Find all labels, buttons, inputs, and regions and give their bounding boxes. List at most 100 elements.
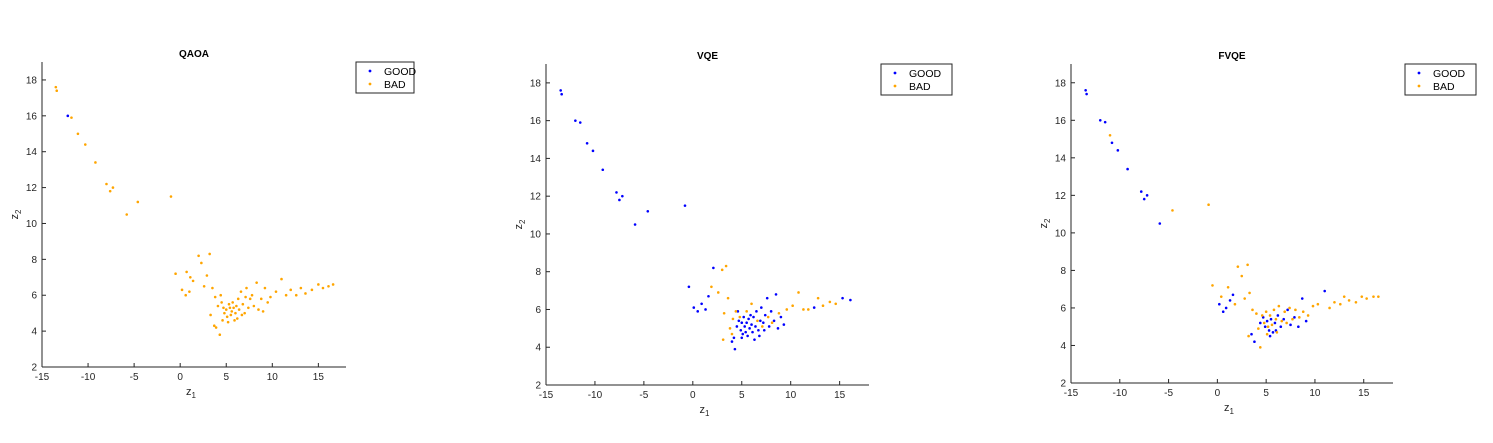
data-point-good	[704, 308, 707, 311]
data-point-bad	[1207, 203, 1210, 207]
data-point-bad	[1246, 263, 1249, 267]
data-point-bad	[770, 321, 774, 324]
legend-marker-good	[368, 69, 372, 73]
data-point-bad	[1306, 314, 1310, 317]
data-point-bad	[239, 290, 243, 293]
y-tick-label: 16	[1055, 116, 1067, 127]
data-point-bad	[280, 277, 283, 281]
data-point-good	[1263, 325, 1267, 329]
series-bad	[54, 85, 335, 337]
data-point-good	[687, 285, 691, 289]
data-point-bad	[174, 272, 177, 276]
data-point-good	[1279, 325, 1283, 329]
data-point-bad	[1354, 301, 1358, 304]
data-point-bad	[299, 286, 303, 290]
data-point-good	[621, 194, 624, 198]
x-tick-label: -15	[539, 390, 554, 401]
data-point-bad	[1291, 317, 1294, 321]
legend-marker-good	[1417, 71, 1421, 75]
data-point-bad	[1283, 310, 1286, 313]
data-point-bad	[189, 275, 192, 279]
y-tick-label: 12	[530, 192, 542, 203]
data-point-bad	[816, 296, 820, 300]
x-axis-label: z1	[186, 386, 197, 400]
data-point-good	[749, 313, 752, 317]
data-point-bad	[209, 313, 212, 317]
data-point-good	[1265, 319, 1269, 323]
y-tick-label: 2	[535, 381, 541, 392]
data-point-bad	[244, 295, 247, 299]
data-point-good	[748, 327, 751, 330]
y-tick-label: 4	[535, 343, 541, 354]
legend-label-bad: BAD	[1433, 81, 1455, 93]
data-point-bad	[726, 296, 730, 300]
data-point-good	[757, 328, 760, 332]
y-tick-label: 10	[1055, 228, 1067, 239]
data-point-good	[1085, 92, 1088, 96]
data-point-good	[1300, 297, 1304, 300]
data-point-good	[735, 325, 739, 328]
data-point-good	[759, 319, 762, 323]
data-point-good	[1110, 141, 1114, 145]
data-point-bad	[200, 261, 203, 265]
data-point-bad	[232, 306, 235, 310]
data-point-good	[1253, 340, 1256, 344]
y-axis-label: z2	[9, 209, 23, 220]
data-point-bad	[237, 308, 241, 311]
x-tick-label: 0	[177, 372, 183, 383]
data-point-good	[1103, 120, 1107, 124]
data-point-good	[1293, 316, 1296, 319]
data-point-good	[763, 313, 767, 317]
data-point-bad	[169, 195, 173, 198]
data-point-bad	[834, 302, 838, 306]
data-point-bad	[55, 89, 59, 93]
data-point-bad	[1298, 316, 1301, 319]
data-point-bad	[304, 292, 307, 295]
data-point-bad	[1219, 295, 1223, 298]
data-point-good	[751, 330, 754, 334]
series-bad	[710, 264, 838, 341]
data-point-bad	[1265, 332, 1269, 336]
y-tick-label: 6	[31, 291, 37, 302]
x-tick-label: 5	[739, 390, 745, 401]
data-point-bad	[94, 161, 97, 164]
data-point-bad	[317, 283, 320, 286]
data-point-good	[849, 298, 852, 302]
data-point-bad	[1372, 295, 1375, 298]
data-point-bad	[284, 293, 288, 297]
x-tick-label: 5	[223, 372, 229, 383]
data-point-bad	[1285, 321, 1288, 325]
data-point-bad	[240, 313, 244, 317]
data-point-good	[774, 293, 778, 296]
data-point-bad	[261, 310, 265, 313]
data-point-bad	[730, 332, 734, 336]
data-point-bad	[205, 274, 209, 277]
data-point-good	[1304, 319, 1308, 323]
data-point-bad	[54, 85, 58, 89]
y-tick-label: 14	[26, 147, 38, 158]
data-point-good	[1231, 293, 1235, 297]
data-point-bad	[257, 308, 260, 311]
data-point-bad	[235, 304, 238, 308]
data-point-good	[730, 340, 734, 343]
data-point-good	[755, 310, 758, 313]
data-point-bad	[1171, 209, 1174, 212]
data-point-bad	[1226, 286, 1230, 289]
y-tick-label: 8	[31, 255, 37, 266]
x-tick-label: 10	[267, 372, 279, 383]
data-point-bad	[1280, 319, 1284, 323]
data-point-bad	[184, 293, 188, 297]
y-tick-label: 6	[1060, 303, 1066, 314]
data-point-good	[745, 321, 748, 324]
data-point-good	[752, 315, 755, 319]
data-point-bad	[1272, 308, 1276, 312]
data-point-good	[733, 347, 737, 351]
data-point-good	[1269, 317, 1273, 321]
data-point-bad	[785, 308, 789, 311]
data-point-bad	[1316, 302, 1320, 306]
data-point-good	[1286, 308, 1289, 312]
y-tick-label: 4	[31, 327, 37, 338]
x-tick-label: -5	[1164, 388, 1173, 399]
